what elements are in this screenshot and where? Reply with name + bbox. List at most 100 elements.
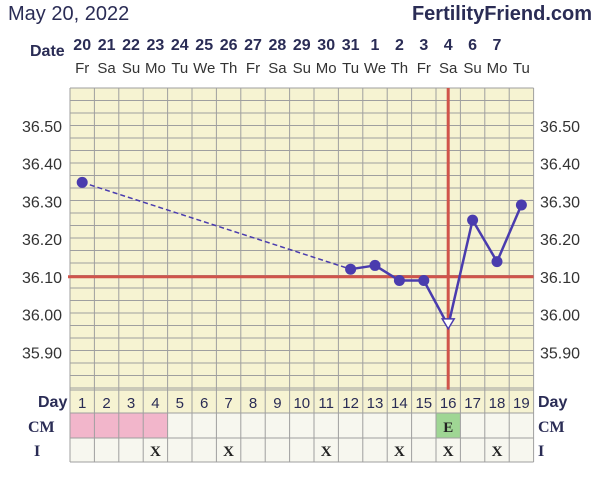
day-number: 10 [293,395,310,412]
date-label: 3 [419,37,428,54]
intercourse-row-background [70,438,534,462]
date-label: 20 [73,37,91,54]
day-number: 2 [102,395,110,412]
day-number: 3 [127,395,135,412]
date-label: 21 [98,37,116,54]
temperature-segment-dashed [81,181,351,270]
day-number: 8 [249,395,257,412]
plot-background [70,88,534,390]
y-tick-left: 36.10 [22,270,62,287]
weekday-label: Mo [145,60,166,77]
cm-row-label-left: CM [28,419,55,436]
weekday-label: Tu [513,60,530,77]
day-number: 6 [200,395,208,412]
day-row-label-left: Day [38,394,67,411]
y-tick-right: 36.50 [540,119,580,136]
day-number: 15 [415,395,432,412]
temperature-point [418,275,430,287]
temperature-point [369,259,381,271]
temperature-point-open [440,318,456,331]
intercourse-mark: X [492,444,503,460]
y-tick-left: 36.00 [22,308,62,325]
date-label: 27 [244,37,262,54]
cm-cell-pink [143,413,168,438]
temperature-segment [471,219,499,263]
intercourse-mark: X [150,444,161,460]
date-label: 25 [195,37,213,54]
date-label: 23 [147,37,165,54]
cm-cell-pink [70,413,95,438]
y-tick-right: 35.90 [540,345,580,362]
date-label: 28 [269,37,287,54]
intercourse-mark: X [394,444,405,460]
temperature-point [345,263,357,275]
cm-row-label-right: CM [538,419,565,436]
temperature-segment [495,204,523,263]
weekday-label: We [364,60,386,77]
date-label: 7 [493,37,502,54]
weekday-label: Th [220,60,238,77]
day-number: 16 [440,395,457,412]
day-number: 5 [176,395,184,412]
temperature-point [515,199,527,211]
y-tick-left: 35.90 [22,345,62,362]
weekday-label: Fr [75,60,89,77]
intercourse-row-label-right: I [538,443,544,460]
date-label: 2 [395,37,404,54]
y-tick-left: 36.50 [22,119,62,136]
date-label: 26 [220,37,238,54]
temperature-point [76,176,88,188]
y-tick-left: 36.30 [22,194,62,211]
weekday-label: Tu [342,60,359,77]
intercourse-mark: X [321,444,332,460]
day-row-background [70,390,534,413]
weekday-label: Fr [246,60,260,77]
day-number: 14 [391,395,408,412]
cm-cell-pink [94,413,119,438]
weekday-label: Mo [487,60,508,77]
date-label: 4 [444,37,453,54]
date-label: 29 [293,37,311,54]
day-number: 12 [342,395,359,412]
cm-cell-egg-white [436,413,461,438]
weekday-label: Tu [171,60,188,77]
date-label: 24 [171,37,189,54]
y-tick-left: 36.40 [22,157,62,174]
intercourse-mark: X [223,444,234,460]
weekday-label: Su [293,60,311,77]
date-row-label: Date [30,43,65,60]
day-number: 19 [513,395,530,412]
temperature-point [393,275,405,287]
date-label: 6 [468,37,477,54]
date-label: 22 [122,37,140,54]
weekday-label: Fr [417,60,431,77]
date-label: 31 [342,37,360,54]
weekday-label: Sa [439,60,458,77]
date-label: 30 [317,37,335,54]
day-number: 11 [318,395,334,412]
weekday-label: Mo [316,60,337,77]
day-number: 1 [78,395,86,412]
temperature-point [467,214,479,226]
intercourse-mark: X [443,444,454,460]
weekday-label: Sa [268,60,287,77]
y-tick-left: 36.20 [22,232,62,249]
weekday-label: We [193,60,215,77]
day-number: 4 [151,395,159,412]
y-tick-right: 36.20 [540,232,580,249]
date-label: 1 [371,37,380,54]
weekday-label: Sa [97,60,116,77]
temperature-segment [446,219,474,327]
weekday-label: Su [463,60,481,77]
weekday-label: Su [122,60,140,77]
y-tick-right: 36.10 [540,270,580,287]
header-date: May 20, 2022 [8,3,129,25]
y-tick-right: 36.40 [540,157,580,174]
intercourse-row-label-left: I [34,443,40,460]
header-site: FertilityFriend.com [412,3,592,25]
day-row-label-right: Day [538,394,567,411]
temperature-point [491,256,503,268]
cm-cell-pink [118,413,144,438]
